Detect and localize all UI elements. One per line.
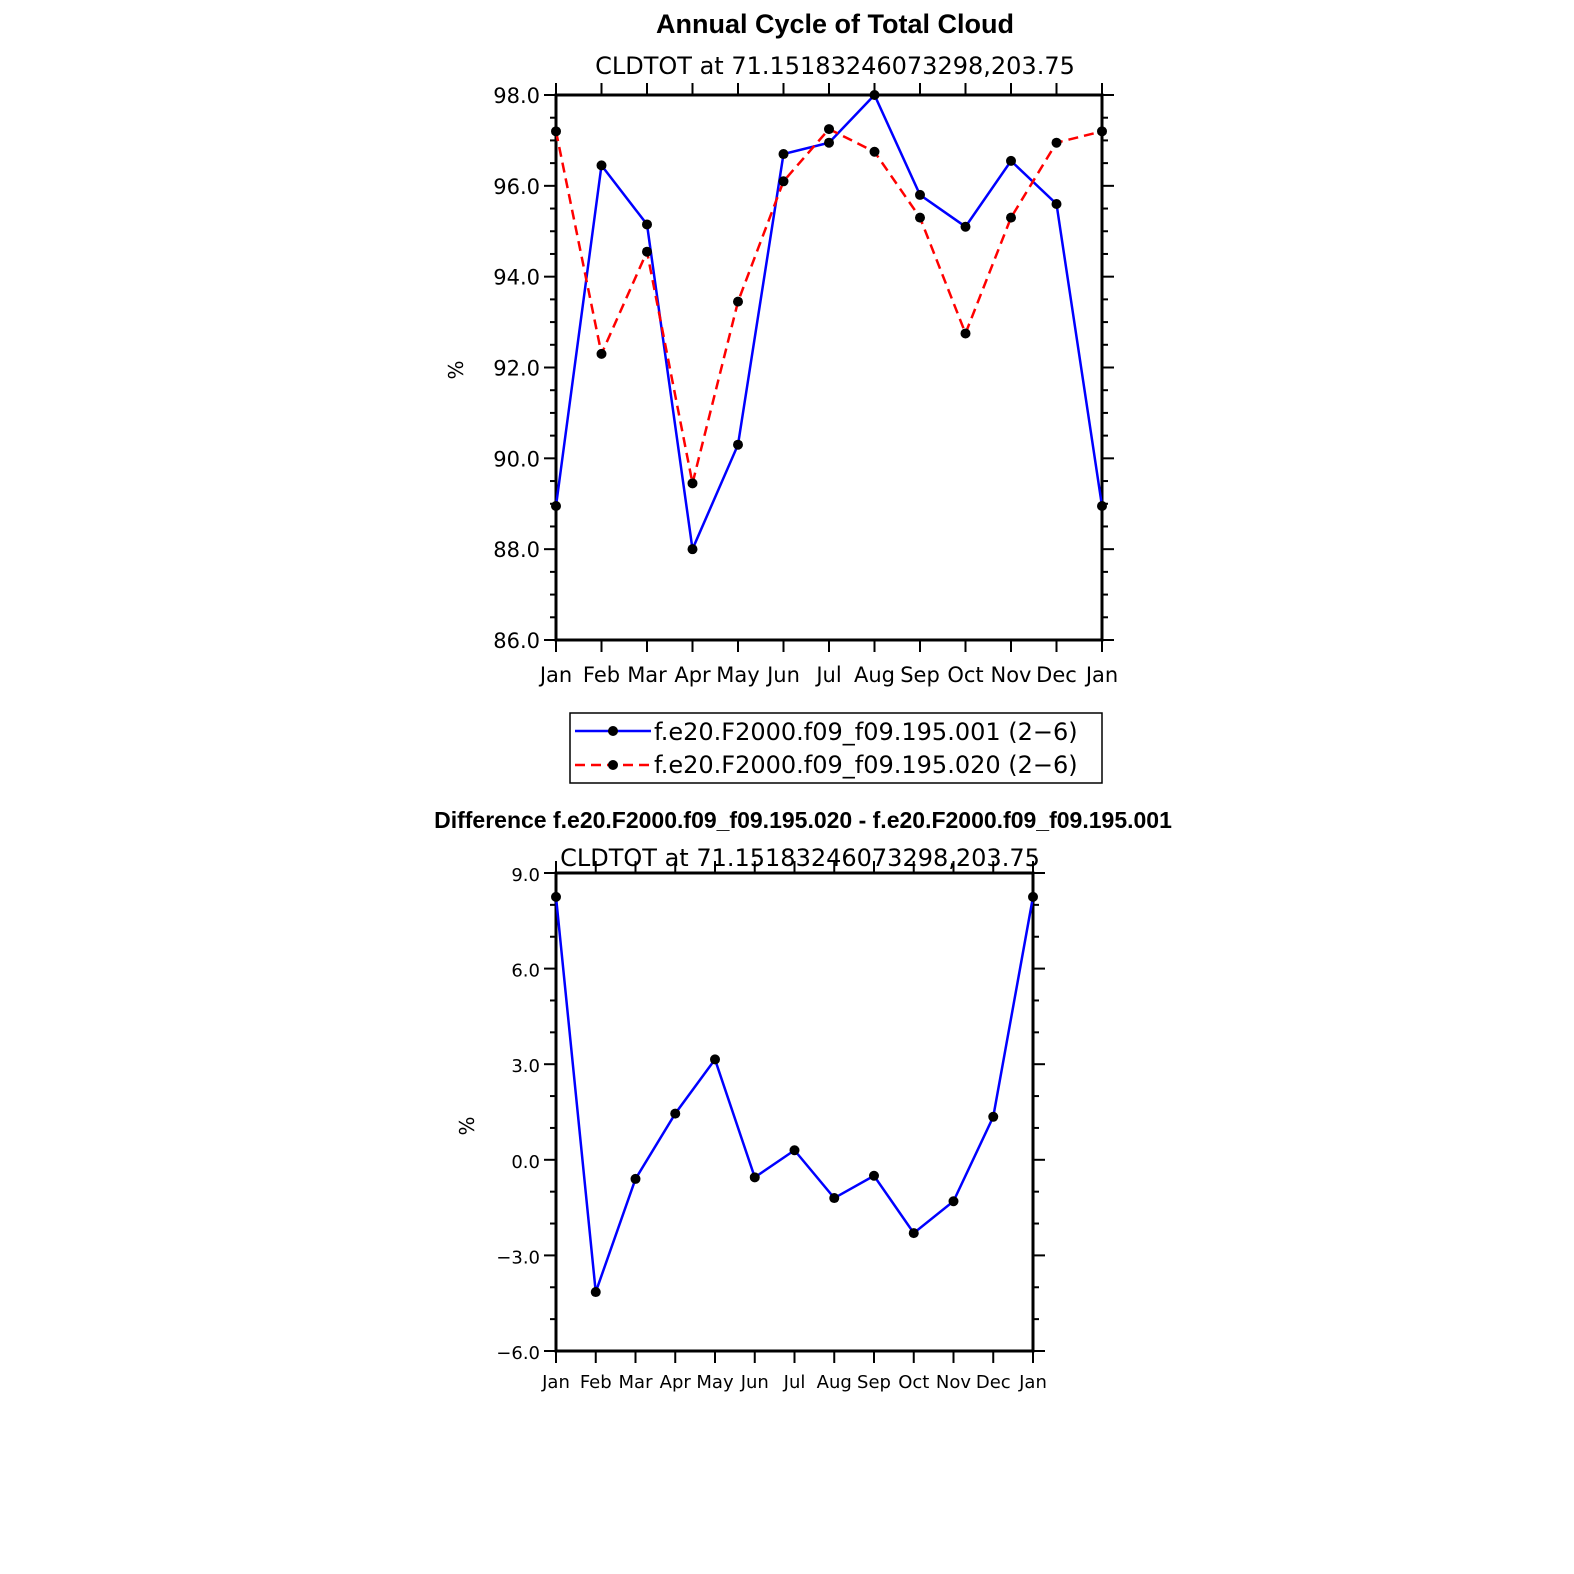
data-point-series1 (824, 137, 834, 148)
data-point-series1 (1006, 155, 1016, 166)
x-tick-label: Nov (936, 1372, 971, 1393)
data-point-series2 (1097, 126, 1107, 137)
plot-frame (554, 871, 1035, 1353)
x-tick-label: Feb (580, 1372, 612, 1393)
y-tick-label: 96.0 (493, 175, 540, 199)
y-tick-label: 92.0 (493, 357, 540, 381)
y-tick-label: 6.0 (511, 961, 540, 982)
x-tick-label: Jun (740, 1372, 769, 1393)
data-point-series1 (778, 149, 789, 160)
x-tick-label: Jul (783, 1372, 806, 1393)
x-tick-label: May (696, 1372, 734, 1393)
x-tick-label: Nov (991, 663, 1032, 687)
data-point-series1 (590, 1287, 601, 1298)
data-point-series2 (960, 328, 971, 339)
x-tick-label: Sep (900, 663, 940, 687)
x-tick-label: Oct (947, 663, 983, 687)
data-point-series2 (551, 126, 561, 137)
y-tick-label: 3.0 (511, 1056, 540, 1077)
y-tick-label: 86.0 (493, 629, 540, 653)
plot-frame (554, 93, 1104, 642)
data-point-series2 (687, 478, 698, 489)
data-point-series1 (1028, 891, 1038, 902)
chart1-title: Annual Cycle of Total Cloud (656, 9, 1014, 39)
data-point-series1 (869, 1170, 879, 1181)
x-tick-label: Aug (854, 663, 895, 687)
x-tick-label: Apr (674, 663, 711, 687)
data-point-series2 (733, 296, 743, 307)
y-tick-label: 98.0 (493, 84, 540, 108)
legend-box (569, 712, 1103, 784)
x-tick-label: Dec (1036, 663, 1077, 687)
legend-series2-label: f.e20.F2000.f09_f09.195.020 (2−6) (654, 751, 1078, 779)
chart1-plot-area: 86.0 88.0 90.0 92.0 94.0 96.0 98.0 Jan Feb Mar Apr… (493, 83, 1118, 687)
chart1-legend: f.e20.F2000.f09_f09.195.001 (2−6) f.e20.… (569, 712, 1103, 784)
data-point-series1 (1051, 199, 1062, 209)
y-tick-label: −3.0 (496, 1247, 540, 1268)
data-point-series1 (596, 160, 607, 171)
legend-series1-label: f.e20.F2000.f09_f09.195.001 (2−6) (654, 718, 1078, 746)
chart1-subtitle: CLDTOT at 71.15183246073298,203.75 (595, 52, 1075, 80)
x-tick-label: Jun (765, 663, 800, 687)
x-tick-label: Jan (1018, 1372, 1047, 1393)
data-point-series1 (551, 501, 561, 512)
x-tick-label: Jul (814, 663, 841, 687)
data-point-series1 (749, 1172, 760, 1183)
data-point-series2 (1051, 137, 1062, 148)
x-tick-label: Apr (660, 1372, 692, 1393)
legend-series2-marker (608, 760, 618, 770)
data-point-series1 (915, 189, 925, 200)
x-tick-label: Sep (857, 1372, 891, 1393)
legend-series1-marker (608, 726, 618, 736)
data-point-series1 (960, 221, 971, 232)
chart2-y-axis-label: % (455, 1116, 479, 1135)
data-point-series2 (596, 348, 607, 359)
x-tick-label: Feb (583, 663, 620, 687)
x-tick-label: Jan (538, 663, 572, 687)
x-tick-label: Jan (1084, 663, 1118, 687)
data-point-series2 (915, 212, 925, 223)
y-tick-label: 9.0 (511, 865, 540, 886)
data-point-series1 (1097, 501, 1107, 512)
x-tick-label: Aug (817, 1372, 852, 1393)
data-point-series1 (687, 544, 698, 555)
data-point-series2 (642, 246, 652, 257)
data-point-series2 (824, 124, 834, 135)
series-line-1 (554, 92, 1104, 554)
y-tick-label: 88.0 (493, 538, 540, 562)
data-point-series1 (670, 1108, 681, 1119)
y-tick-label: −6.0 (496, 1343, 540, 1364)
data-point-series2 (869, 146, 880, 157)
data-point-series1 (829, 1193, 840, 1204)
data-point-series1 (630, 1173, 641, 1184)
data-point-series1 (869, 90, 880, 100)
chart2-plot-area: −6.0 −3.0 0.0 3.0 6.0 9.0 Jan Feb Mar Apr May Jun Ju… (496, 861, 1047, 1393)
x-tick-label: Dec (976, 1372, 1011, 1393)
chart2-subtitle: CLDTOT at 71.15183246073298,203.75 (560, 844, 1040, 872)
series-line-2 (554, 127, 1103, 484)
x-tick-label: Mar (627, 663, 667, 687)
series-line-1 (554, 896, 1035, 1293)
data-point-series2 (1006, 212, 1016, 223)
chart1-y-axis-label: % (444, 360, 468, 379)
data-point-series1 (789, 1145, 800, 1156)
data-point-series1 (948, 1196, 959, 1207)
chart2-title: Difference f.e20.F2000.f09_f09.195.020 -… (434, 807, 1172, 833)
data-point-series1 (642, 219, 652, 230)
data-point-series1 (988, 1111, 999, 1122)
data-point-series1 (551, 891, 561, 902)
x-tick-label: Jan (541, 1372, 570, 1393)
y-tick-label: 0.0 (511, 1152, 540, 1173)
data-point-series1 (710, 1054, 720, 1065)
y-tick-label: 90.0 (493, 447, 540, 471)
data-point-series1 (908, 1228, 919, 1239)
x-tick-label: May (716, 663, 759, 687)
x-tick-label: Oct (898, 1372, 929, 1393)
data-point-series1 (733, 439, 743, 450)
x-tick-label: Mar (619, 1372, 654, 1393)
y-tick-label: 94.0 (493, 266, 540, 290)
data-point-series2 (778, 176, 789, 187)
